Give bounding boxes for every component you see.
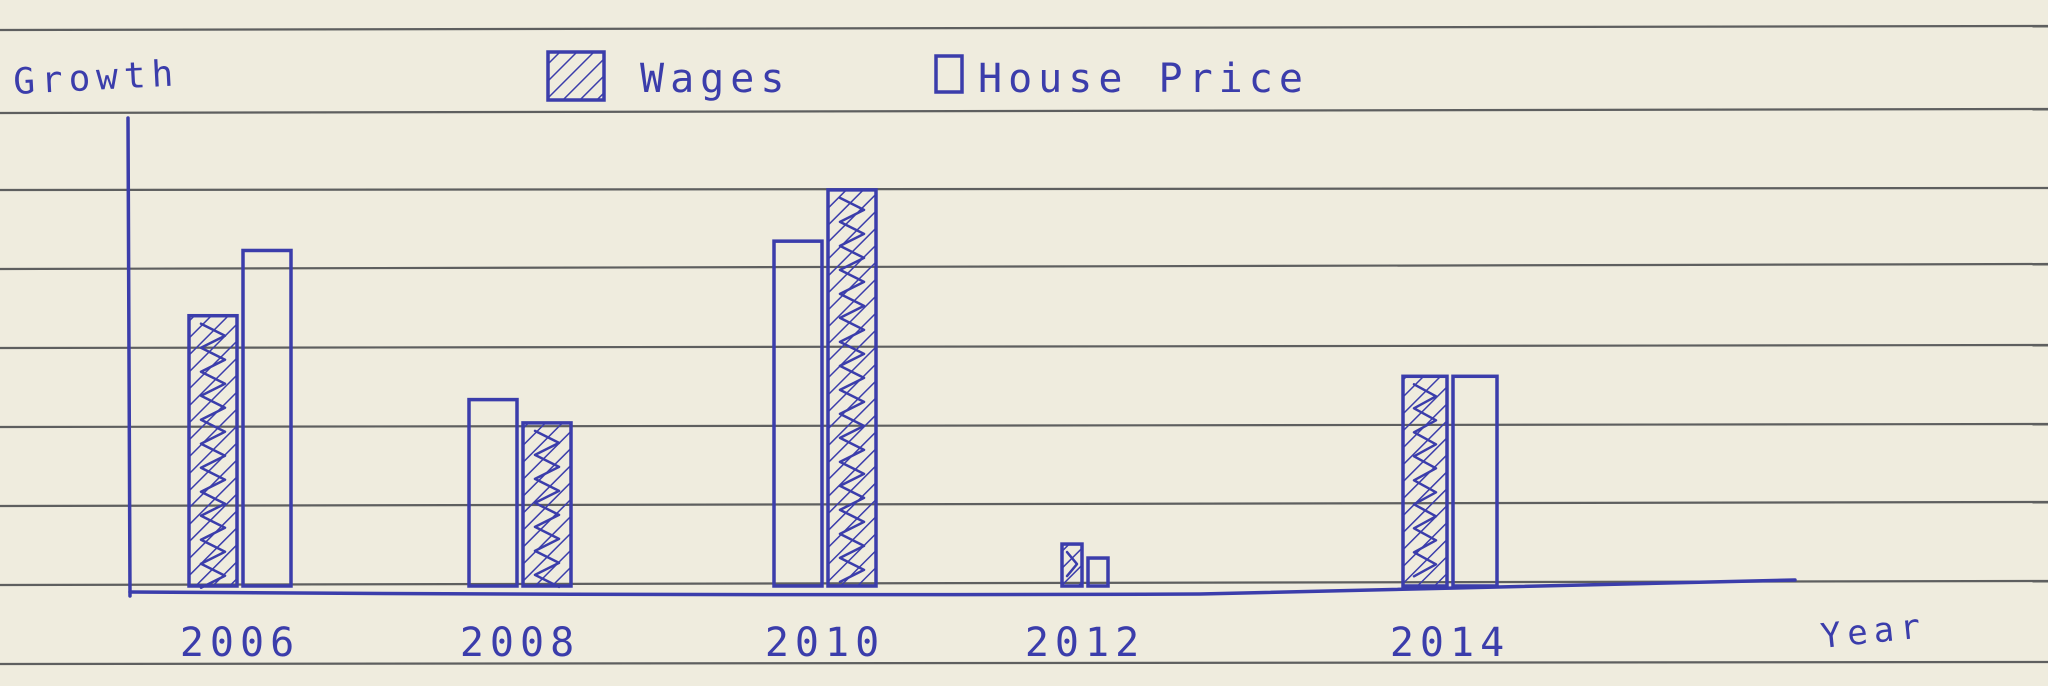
bar-house-price-2006 xyxy=(243,250,291,586)
x-tick-label-2010: 2010 xyxy=(765,620,885,666)
y-axis-label: Growth xyxy=(12,53,180,103)
x-tick-label-2014: 2014 xyxy=(1390,620,1510,666)
bar-wages-2014 xyxy=(1403,376,1447,586)
legend-swatch-house-price xyxy=(936,56,962,92)
bars xyxy=(189,190,1497,588)
bar-house-price-2008 xyxy=(469,400,517,586)
y-axis xyxy=(128,118,130,596)
x-tick-label-2012: 2012 xyxy=(1025,620,1145,666)
rule-line xyxy=(0,424,2048,427)
rule-line xyxy=(0,109,2048,113)
rule-line xyxy=(0,345,2048,348)
legend: Wages House Price xyxy=(548,52,1309,102)
rule-line xyxy=(0,502,2048,506)
bar-wages-2012 xyxy=(1062,544,1082,586)
legend-label-wages: Wages xyxy=(640,56,790,102)
x-tick-label-2008: 2008 xyxy=(460,620,580,666)
notebook-rules xyxy=(0,26,2048,664)
bar-house-price-2014 xyxy=(1453,376,1497,586)
rule-line xyxy=(0,26,2048,30)
legend-swatch-wages xyxy=(548,52,604,100)
x-tick-label-2006: 2006 xyxy=(180,620,300,666)
bar-house-price-2010 xyxy=(774,241,822,586)
x-axis-label: Year xyxy=(1819,606,1928,657)
x-tick-labels: 2006 2008 2010 2012 2014 xyxy=(180,620,1510,666)
legend-label-house-price: House Price xyxy=(978,56,1309,102)
rule-line xyxy=(0,188,2048,190)
rule-line xyxy=(0,264,2048,269)
bar-wages-2008 xyxy=(523,423,571,586)
